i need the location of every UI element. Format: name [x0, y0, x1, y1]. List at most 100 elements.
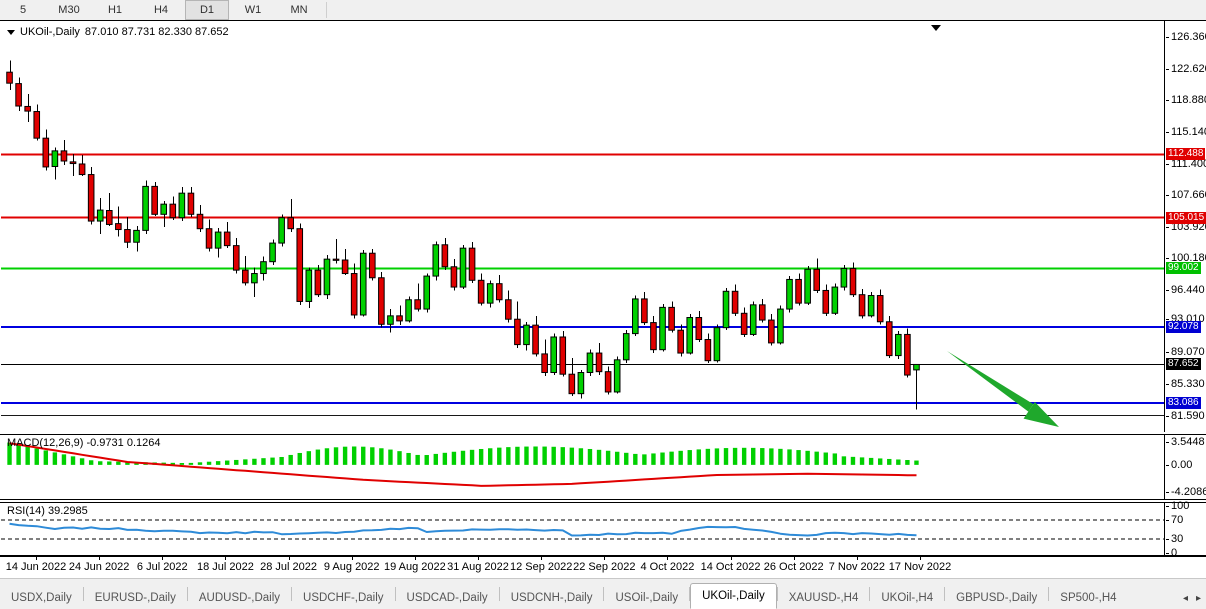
timeframe-button-mn[interactable]: MN	[290, 4, 308, 16]
price-level-flag-112.488[interactable]: 112.488	[1166, 148, 1206, 161]
tab-separator	[186, 586, 188, 601]
rsi-tick-label: 70	[1165, 514, 1184, 527]
date-axis-tick	[36, 557, 37, 560]
tab-scroll-right-icon[interactable]: ▸	[1195, 593, 1201, 604]
price-level-flag-92.078[interactable]: 92.078	[1166, 321, 1201, 333]
tab-separator	[1048, 586, 1050, 601]
price-tick-label: 122.620	[1166, 63, 1206, 75]
tab-scroll-left-icon[interactable]: ◂	[1182, 593, 1188, 604]
tab-scroll-controls: ◂ ▸	[1183, 593, 1206, 609]
price-level-flag-105.015[interactable]: 105.015	[1166, 211, 1206, 224]
tab-separator	[776, 586, 778, 601]
price-tick-label: 107.660	[1166, 190, 1206, 201]
date-axis-tick	[731, 557, 732, 560]
price-panel[interactable]: UKOil-,Daily 87.010 87.731 82.330 87.652…	[0, 20, 1206, 432]
symbol-tab-usdcnh--daily[interactable]: USDCNH-,Daily	[510, 592, 593, 604]
timeframe-button-h4[interactable]: H4	[153, 4, 169, 16]
macd-label: MACD(12,26,9) -0.9731 0.1264	[7, 437, 161, 449]
timeframe-button-5[interactable]: 5	[19, 4, 27, 16]
date-axis-tick	[225, 557, 226, 560]
date-axis-tick	[794, 557, 795, 560]
date-axis-label: 4 Oct 2022	[640, 561, 695, 573]
tab-separator	[869, 586, 871, 601]
tab-separator	[291, 586, 293, 601]
date-axis-label: 31 Aug 2022	[447, 561, 509, 573]
date-axis-label: 6 Jul 2022	[136, 561, 188, 573]
timeframe-button-w1[interactable]: W1	[244, 4, 262, 16]
price-plot-area[interactable]: UKOil-,Daily 87.010 87.731 82.330 87.652	[1, 21, 1164, 432]
price-level-flag-99.002[interactable]: 99.002	[1166, 262, 1201, 275]
date-axis-label: 28 Jul 2022	[260, 561, 318, 573]
chart-period-marker-icon	[931, 25, 941, 31]
date-axis-tick	[289, 557, 290, 560]
symbol-tab-usoil--daily[interactable]: USOil-,Daily	[615, 592, 679, 604]
symbol-tab-usdx-daily[interactable]: USDX,Daily	[11, 592, 72, 604]
macd-panel[interactable]: MACD(12,26,9) -0.9731 0.1264 3.5448 0.00 -…	[0, 434, 1206, 500]
timeframe-button-m30[interactable]: M30	[58, 4, 80, 16]
macd-tick-label: 0.00	[1165, 458, 1193, 471]
price-level-flag-87.652[interactable]: 87.652	[1166, 358, 1201, 371]
tab-separator	[944, 586, 946, 601]
date-axis-tick	[352, 557, 353, 560]
date-axis: 14 Jun 2022 24 Jun 2022 6 Jul 2022 18 Jul 2…	[0, 556, 1206, 579]
price-tick-label: 103.920	[1166, 221, 1206, 233]
chart-symbol-text: UKOil-,Daily	[20, 26, 80, 38]
rsi-label: RSI(14) 39.2985	[7, 505, 88, 517]
macd-series	[7, 442, 919, 487]
price-tick-label: 126.360	[1166, 31, 1206, 43]
symbol-tab-ukoil--h4[interactable]: UKOil-,H4	[881, 592, 934, 604]
price-tick-label: 93.010	[1166, 313, 1205, 326]
symbol-tab-ukoil--daily[interactable]: UKOil-,Daily	[690, 583, 777, 609]
tab-separator	[689, 586, 691, 601]
symbol-tab-usdcad--daily[interactable]: USDCAD-,Daily	[406, 592, 488, 604]
price-tick-label: 111.400	[1165, 158, 1206, 170]
date-axis-label: 12 Sep 2022	[509, 561, 573, 573]
date-axis-label: 7 Nov 2022	[828, 561, 885, 573]
rsi-plot-area[interactable]: RSI(14) 39.2985	[1, 503, 1164, 555]
date-axis-label: 24 Jun 2022	[68, 561, 130, 573]
rsi-axis: 100 70 30 0	[1164, 500, 1206, 559]
chart-ohlc-text: 87.010 87.731 82.330 87.652	[84, 26, 229, 38]
price-axis[interactable]: 126.360 122.620 118.880 115.140 111.400 107.6…	[1164, 21, 1206, 432]
chart-symbol-label: UKOil-,Daily 87.010 87.731 82.330 87.652	[7, 26, 229, 38]
date-axis-tick	[920, 557, 921, 560]
symbol-tab-xauusd--h4[interactable]: XAUUSD-,H4	[788, 592, 859, 604]
symbol-tab-audusd--daily[interactable]: AUDUSD-,Daily	[198, 592, 281, 604]
symbol-tab-bar: USDX,Daily EURUSD-,Daily AUDUSD-,Daily USDC…	[0, 578, 1206, 609]
date-axis-label: 17 Nov 2022	[888, 561, 952, 573]
date-axis-label: 14 Jun 2022	[5, 561, 67, 573]
chart-frame: UKOil-,Daily 87.010 87.731 82.330 87.652…	[0, 20, 1206, 576]
date-axis-label: 18 Jul 2022	[196, 561, 254, 573]
symbol-tab-usdchf--daily[interactable]: USDCHF-,Daily	[303, 592, 384, 604]
tab-separator	[394, 586, 396, 601]
timeframe-button-d1[interactable]: D1	[185, 0, 229, 20]
price-tick-label: 115.140	[1166, 126, 1206, 138]
price-tick-label: 100.180	[1166, 253, 1206, 264]
timeframe-toolbar: 5 M30 H1 H4 D1 W1 MN	[0, 0, 1206, 21]
collapse-caret-icon[interactable]	[7, 29, 15, 35]
rsi-panel[interactable]: RSI(14) 39.2985 100 70 30 0	[0, 500, 1206, 559]
date-axis-tick	[99, 557, 100, 560]
price-tick-label: 89.070	[1166, 346, 1205, 359]
date-axis-tick	[604, 557, 605, 560]
price-level-flag-83.086[interactable]: 83.086	[1166, 397, 1201, 410]
symbol-tab-gbpusd--daily[interactable]: GBPUSD-,Daily	[956, 592, 1038, 604]
date-axis-tick	[478, 557, 479, 560]
rsi-tick-label: 30	[1165, 532, 1184, 545]
date-axis-tick	[415, 557, 416, 560]
price-tick-label: 85.330	[1166, 378, 1205, 391]
timeframe-button-h1[interactable]: H1	[107, 4, 123, 16]
macd-axis: 3.5448 0.00 -4.2086	[1164, 435, 1206, 499]
tab-separator	[498, 586, 500, 601]
symbol-tab-sp500--h4[interactable]: SP500-,H4	[1060, 592, 1117, 604]
macd-plot-area[interactable]: MACD(12,26,9) -0.9731 0.1264	[1, 435, 1164, 499]
date-axis-tick	[667, 557, 668, 560]
price-tick-label: 118.880	[1166, 95, 1206, 106]
date-axis-label: 9 Aug 2022	[323, 561, 380, 573]
macd-tick-label: 3.5448	[1166, 435, 1205, 448]
date-axis-tick	[541, 557, 542, 560]
toolbar-separator	[326, 2, 327, 18]
bearish-projection-arrow	[947, 351, 1059, 427]
symbol-tab-eurusd--daily[interactable]: EURUSD-,Daily	[94, 592, 176, 604]
tab-separator	[82, 586, 84, 601]
